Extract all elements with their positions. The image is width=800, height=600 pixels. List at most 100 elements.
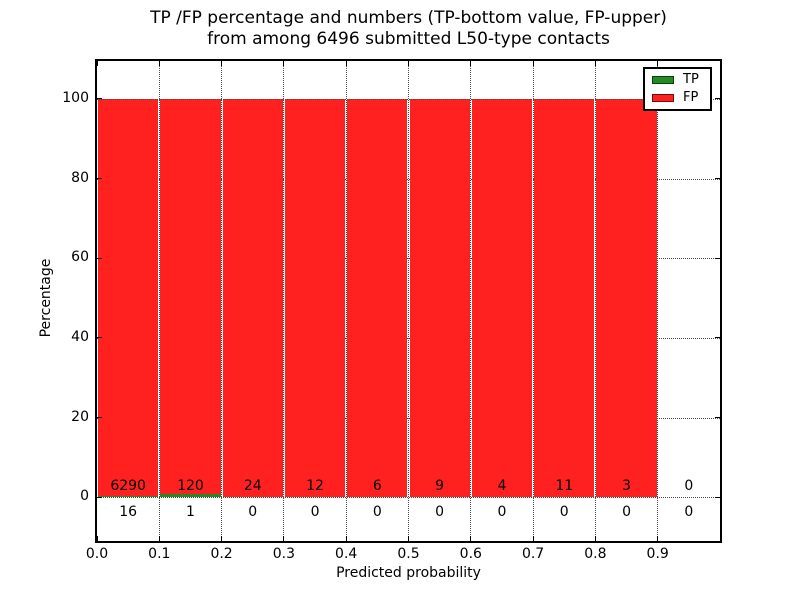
x-tick-top [221, 61, 223, 66]
y-tick-label: 80 [71, 169, 89, 186]
x-tick-bottom [594, 536, 596, 541]
bar-fp-0.0-0.1 [98, 98, 159, 497]
x-tick-top [345, 61, 347, 66]
chart-title-line1: TP /FP percentage and numbers (TP-bottom… [150, 8, 667, 28]
y-tick-left [97, 417, 102, 418]
fp-count-label: 120 [177, 478, 204, 495]
legend-label-fp: FP [683, 90, 699, 105]
fp-count-label: 24 [243, 478, 262, 495]
x-tick-label: 0.2 [210, 546, 233, 562]
x-tick-top [719, 61, 721, 66]
gridline-v-0.8 [594, 61, 596, 541]
fp-count-label: 0 [684, 478, 694, 495]
bar-fp-0.6-0.7 [471, 98, 533, 498]
x-tick-label: 0.5 [397, 546, 420, 562]
y-tick-label: 20 [71, 408, 89, 425]
y-tick-left [97, 257, 102, 259]
bar-fp-0.7-0.8 [534, 98, 595, 498]
gridline-v-0.1 [158, 61, 160, 541]
tp-count-label: 0 [622, 504, 631, 521]
y-tick-right [715, 178, 720, 179]
x-tick-bottom [408, 536, 409, 541]
x-tick-label: 0.8 [584, 546, 607, 562]
x-axis-label: Predicted probability [336, 565, 481, 581]
fp-count-label: 3 [622, 478, 631, 495]
x-tick-bottom [470, 536, 472, 541]
x-tick-label: 0.6 [459, 546, 482, 562]
x-tick-label: 0.4 [335, 546, 358, 562]
x-tick-bottom [96, 536, 98, 541]
legend-row-tp: TP [645, 69, 710, 87]
y-tick-label: 60 [71, 249, 89, 266]
y-tick-right [715, 496, 720, 498]
bar-tp-0.0-0.1 [98, 496, 159, 498]
y-tick-label: 100 [62, 89, 89, 106]
x-tick-label: 0.7 [521, 546, 545, 562]
bar-fp-0.4-0.5 [347, 98, 408, 498]
tp-count-label: 0 [248, 504, 258, 521]
y-axis-label: Percentage [38, 258, 54, 338]
x-tick-label: 0.3 [272, 546, 296, 562]
x-tick-top [408, 61, 409, 66]
x-tick-label: 0.9 [646, 546, 669, 562]
tp-count-label: 0 [435, 504, 445, 521]
gridline-v-0.5 [408, 61, 409, 541]
x-tick-bottom [657, 536, 659, 541]
y-tick-left [97, 98, 102, 100]
x-tick-bottom [158, 536, 160, 541]
y-tick-right [715, 98, 720, 100]
y-tick-right [715, 257, 720, 259]
x-tick-bottom [532, 536, 534, 541]
legend-label-tp: TP [683, 72, 699, 87]
y-tick-label: 40 [71, 328, 89, 345]
bar-fp-0.1-0.2 [160, 98, 221, 494]
y-tick-left [97, 337, 102, 339]
fp-count-label: 6290 [110, 478, 146, 495]
x-tick-bottom [719, 536, 721, 541]
fp-count-label: 6 [372, 478, 382, 495]
x-tick-top [594, 61, 596, 66]
y-tick-left [97, 178, 102, 179]
bar-fp-0.8-0.9 [596, 98, 657, 498]
gridline-h-0 [97, 497, 720, 499]
fp-count-label: 4 [497, 478, 507, 495]
tp-count-label: 0 [310, 504, 320, 521]
gridline-v-0.4 [345, 61, 347, 541]
gridline-v-0.9 [657, 61, 659, 541]
plot-area: TP FP 6290 16 120 1 24 0 12 0 6 0 9 0 4 0 11 0 3 0 0 0 [95, 59, 722, 543]
legend-swatch-fp [652, 93, 674, 102]
tp-count-label: 0 [497, 504, 507, 521]
tp-count-label: 0 [559, 504, 569, 521]
x-tick-top [657, 61, 659, 66]
x-tick-top [158, 61, 160, 66]
x-tick-top [470, 61, 472, 66]
tp-count-label: 1 [185, 504, 195, 521]
gridline-h-100 [97, 98, 720, 100]
y-tick-right [715, 417, 720, 418]
chart-title: TP /FP percentage and numbers (TP-bottom… [97, 8, 720, 50]
bar-tp-0.1-0.2 [160, 493, 221, 498]
chart-title-line2: from among 6496 submitted L50-type conta… [207, 29, 610, 49]
gridline-v-0.2 [221, 61, 223, 541]
x-tick-label: 0.0 [85, 546, 109, 562]
tp-count-label: 0 [684, 504, 694, 521]
y-tick-right [715, 337, 720, 339]
x-tick-bottom [283, 536, 285, 541]
gridline-v-0.3 [283, 61, 285, 541]
legend-swatch-tp [652, 75, 674, 84]
fp-count-label: 11 [555, 478, 574, 495]
x-tick-top [532, 61, 534, 66]
bar-fp-0.5-0.6 [409, 98, 470, 498]
gridline-v-0.6 [470, 61, 472, 541]
legend: TP FP [643, 67, 712, 111]
bar-fp-0.2-0.3 [222, 98, 283, 498]
x-tick-label: 0.1 [148, 546, 171, 562]
gridline-v-0.7 [532, 61, 534, 541]
fp-count-label: 9 [435, 478, 445, 495]
x-tick-bottom [345, 536, 347, 541]
x-tick-bottom [221, 536, 223, 541]
y-tick-left [97, 496, 102, 498]
x-tick-top [96, 61, 98, 66]
legend-row-fp: FP [645, 87, 710, 105]
